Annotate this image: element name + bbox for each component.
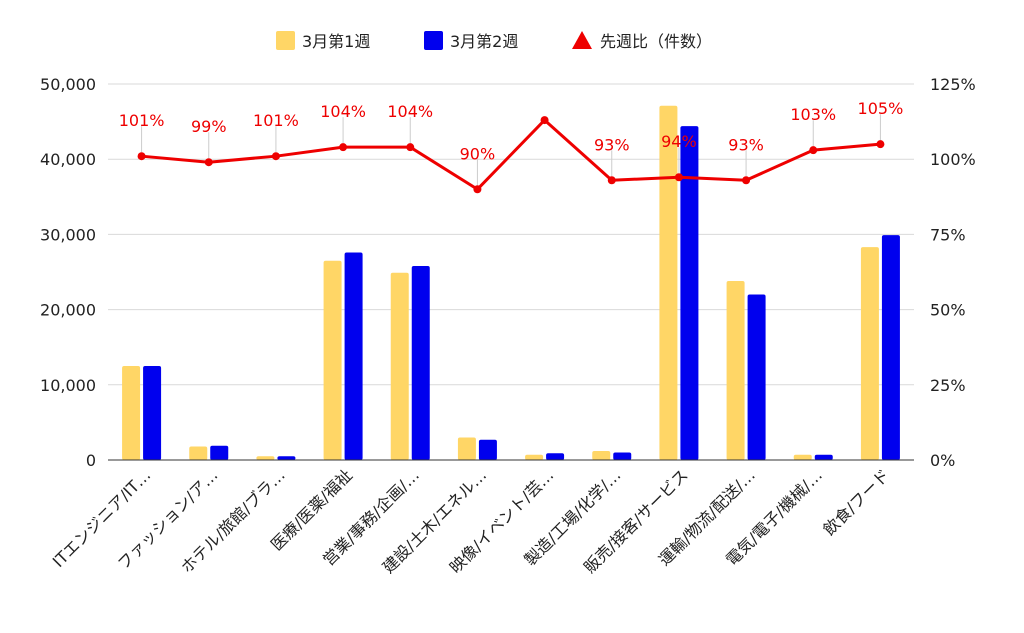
- line-data-label: 93%: [594, 135, 630, 154]
- y-left-tick-label: 20,000: [40, 301, 96, 320]
- line-point[interactable]: [540, 116, 549, 125]
- bar-series-2[interactable]: [478, 439, 497, 460]
- line-point[interactable]: [406, 143, 415, 152]
- bar-series-1[interactable]: [793, 454, 812, 460]
- legend-item-series-1[interactable]: 3月第1週: [276, 31, 370, 51]
- y-left-tick-label: 30,000: [40, 225, 96, 244]
- bar-series-2[interactable]: [747, 294, 766, 460]
- bar-series-1[interactable]: [256, 456, 275, 460]
- line-data-label: 99%: [191, 117, 227, 136]
- y-right-tick-label: 125%: [930, 75, 976, 94]
- line-point[interactable]: [674, 173, 683, 182]
- bar-series-2[interactable]: [814, 454, 833, 460]
- legend-label-series-3: 先週比（件数）: [600, 32, 712, 51]
- line-point[interactable]: [137, 152, 146, 161]
- x-axis-labels: ITエンジニア/IT…ファッション/ア…ホテル/旅館/ブラ…医療/医薬/福祉営業…: [49, 465, 893, 577]
- bar-series-2[interactable]: [546, 453, 565, 460]
- y-right-tick-label: 25%: [930, 376, 966, 395]
- line-point[interactable]: [204, 158, 213, 167]
- bar-series-1[interactable]: [457, 437, 476, 460]
- legend-label-series-2: 3月第2週: [450, 32, 518, 51]
- legend-item-series-3[interactable]: 先週比（件数）: [572, 31, 712, 51]
- bar-series-2[interactable]: [277, 456, 296, 460]
- y-axis-left: 0 10,000 20,000 30,000 40,000 50,000: [40, 75, 96, 470]
- bar-series: [122, 105, 900, 461]
- legend-label-series-1: 3月第1週: [302, 32, 370, 51]
- line-data-label: 104%: [387, 102, 433, 121]
- line-point[interactable]: [742, 176, 751, 185]
- bar-series-2[interactable]: [411, 265, 430, 460]
- line-point[interactable]: [339, 143, 348, 152]
- bar-series-2[interactable]: [613, 452, 632, 460]
- bar-series-1[interactable]: [390, 272, 409, 460]
- y-right-tick-label: 0%: [930, 451, 955, 470]
- gridlines: [108, 83, 914, 386]
- line-point[interactable]: [473, 185, 482, 194]
- y-left-tick-label: 10,000: [40, 376, 96, 395]
- x-tick-label: 飲食/フード: [819, 465, 893, 539]
- bar-series-1[interactable]: [122, 366, 141, 460]
- line-data-label: 104%: [320, 102, 366, 121]
- line-point[interactable]: [607, 176, 616, 185]
- y-left-tick-label: 40,000: [40, 150, 96, 169]
- line-point[interactable]: [876, 140, 885, 149]
- bar-series-1[interactable]: [189, 446, 208, 460]
- bar-series-1[interactable]: [323, 260, 342, 460]
- bar-series-1[interactable]: [525, 454, 544, 460]
- line-data-label: 93%: [728, 135, 764, 154]
- line-data-label: 101%: [253, 111, 299, 130]
- line-data-label: 101%: [119, 111, 165, 130]
- series-line-week-over-week[interactable]: [141, 118, 881, 191]
- legend-swatch-series-2: [424, 31, 443, 50]
- line-data-label: 105%: [858, 99, 904, 118]
- y-right-tick-label: 75%: [930, 225, 966, 244]
- bar-series-2[interactable]: [210, 445, 229, 460]
- line-data-label: 103%: [790, 105, 836, 124]
- bar-series-2[interactable]: [344, 252, 363, 460]
- y-left-tick-label: 0: [86, 451, 96, 470]
- legend-swatch-series-1: [276, 31, 295, 50]
- bar-series-1[interactable]: [726, 281, 745, 460]
- bar-series-2[interactable]: [143, 366, 162, 460]
- line-series: 101% 99% 101% 104% 104% 90% 93% 94% 93% 103% 105%: [119, 99, 904, 194]
- line-data-label: 90%: [460, 144, 496, 163]
- line-point[interactable]: [271, 152, 280, 161]
- y-right-tick-label: 100%: [930, 150, 976, 169]
- y-right-tick-label: 50%: [930, 301, 966, 320]
- legend-item-series-2[interactable]: 3月第2週: [424, 31, 518, 51]
- line-data-label: 94%: [661, 132, 697, 151]
- legend-triangle-icon: [572, 31, 592, 49]
- y-axis-right: 0% 25% 50% 75% 100% 125%: [930, 75, 976, 470]
- bar-series-2[interactable]: [680, 126, 699, 460]
- legend: 3月第1週 3月第2週 先週比（件数）: [276, 31, 712, 51]
- y-left-tick-label: 50,000: [40, 75, 96, 94]
- bar-series-1[interactable]: [860, 247, 879, 460]
- line-point[interactable]: [809, 146, 818, 155]
- bar-series-2[interactable]: [881, 235, 900, 460]
- bar-series-1[interactable]: [592, 450, 611, 460]
- bar-series-1[interactable]: [659, 105, 678, 461]
